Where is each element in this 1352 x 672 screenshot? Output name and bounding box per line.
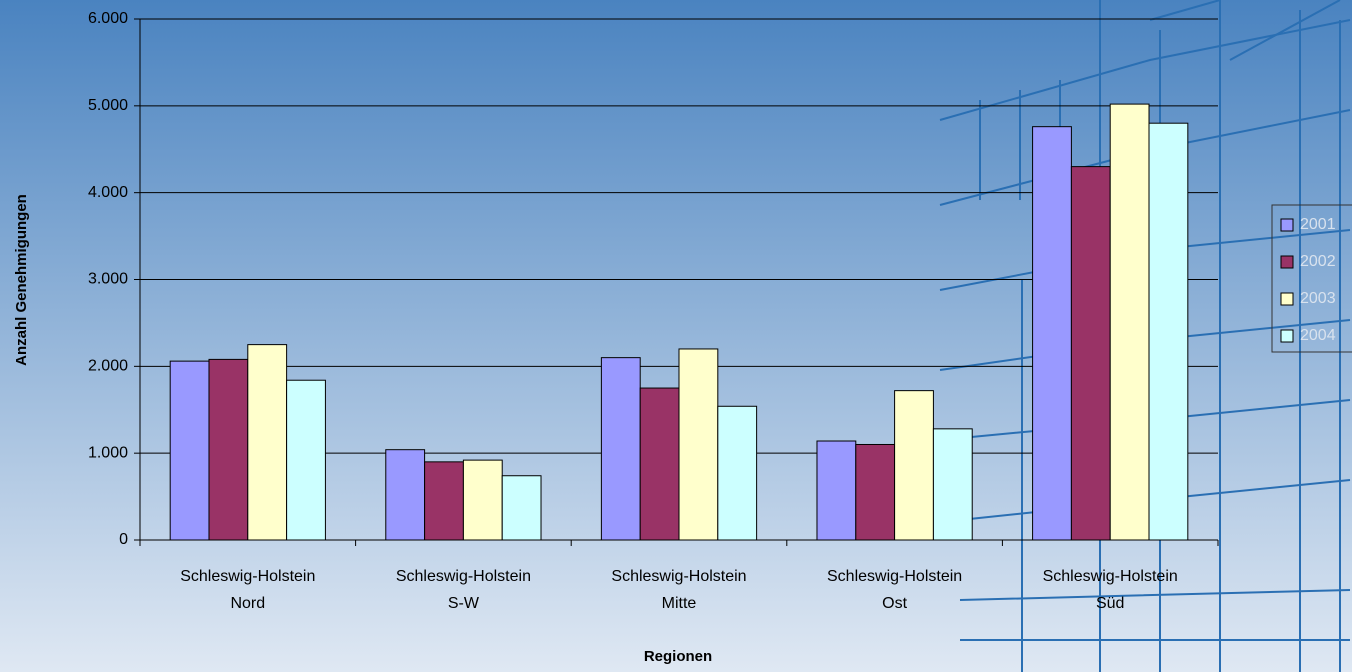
- bar: [385, 449, 426, 541]
- legend-swatch: [1280, 329, 1294, 343]
- legend-box: [1271, 204, 1352, 353]
- bar: [816, 440, 857, 541]
- y-axis-title: Anzahl Genehmigungen: [13, 194, 30, 366]
- y-tick-label: 5.000: [88, 97, 128, 114]
- y-tick-label: 2.000: [88, 358, 128, 375]
- bar: [208, 358, 249, 541]
- x-axis-title: Regionen: [644, 648, 712, 665]
- bar: [424, 461, 464, 541]
- x-tick-label: Schleswig-Holstein Nord: [180, 568, 315, 612]
- legend-swatch: [1280, 292, 1294, 306]
- bar: [1109, 103, 1150, 541]
- bar: [501, 475, 542, 541]
- y-tick-label: 1.000: [88, 444, 128, 461]
- x-tick-label: Schleswig-Holstein Mitte: [611, 568, 746, 612]
- y-tick-label: 0: [119, 531, 128, 548]
- x-tick-label: Schleswig-Holstein S-W: [396, 568, 531, 612]
- bar: [678, 348, 719, 541]
- legend-swatch: [1280, 218, 1294, 232]
- bar: [1148, 122, 1189, 541]
- legend-swatch: [1280, 255, 1294, 269]
- legend-label: 2001: [1300, 216, 1336, 233]
- bar: [286, 379, 326, 541]
- y-tick-label: 4.000: [88, 184, 128, 201]
- bar: [932, 428, 973, 541]
- bar: [1032, 126, 1072, 541]
- bar: [717, 405, 758, 541]
- bar: [855, 443, 896, 541]
- bar: [639, 387, 680, 541]
- bar: [600, 357, 641, 541]
- bar: [894, 390, 934, 541]
- x-tick-label: Schleswig-Holstein Süd: [1043, 568, 1178, 612]
- bar: [247, 344, 288, 541]
- bar: [169, 360, 210, 541]
- legend-label: 2002: [1300, 253, 1336, 270]
- legend-label: 2003: [1300, 290, 1336, 307]
- bar: [1070, 166, 1111, 541]
- legend: 2001 2002 2003 2004: [1271, 204, 1352, 353]
- y-tick-label: 3.000: [88, 271, 128, 288]
- legend-label: 2004: [1300, 327, 1336, 344]
- bar: [462, 459, 503, 541]
- y-tick-label: 6.000: [88, 10, 128, 27]
- x-tick-label: Schleswig-Holstein Ost: [827, 568, 962, 612]
